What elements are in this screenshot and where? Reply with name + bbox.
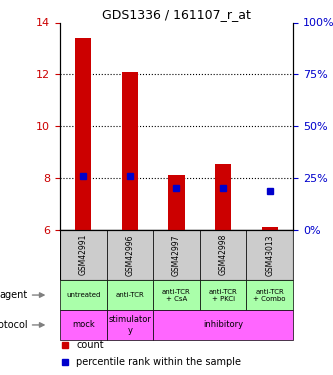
Text: GSM42996: GSM42996 [125,234,135,276]
Bar [107,310,153,340]
Bar [246,230,293,280]
Text: inhibitory: inhibitory [203,321,243,330]
Bar [200,230,246,280]
Bar [107,280,153,310]
Bar [60,310,107,340]
Bar [60,280,107,310]
Title: GDS1336 / 161107_r_at: GDS1336 / 161107_r_at [102,8,251,21]
Text: agent: agent [0,290,27,300]
Bar [122,72,138,230]
Text: stimulator
y: stimulator y [109,315,151,334]
Text: anti-TCR
+ CsA: anti-TCR + CsA [162,288,191,302]
Text: anti-TCR
+ Combo: anti-TCR + Combo [253,288,286,302]
Bar [75,38,91,230]
Bar [168,175,184,230]
Text: untreated: untreated [66,292,101,298]
Text: GSM42991: GSM42991 [79,234,88,276]
Text: anti-TCR: anti-TCR [116,292,144,298]
Text: GSM42998: GSM42998 [218,234,228,276]
Text: protocol: protocol [0,320,27,330]
Text: anti-TCR
+ PKCi: anti-TCR + PKCi [209,288,237,302]
Bar [153,310,293,340]
Text: GSM43013: GSM43013 [265,234,274,276]
Text: percentile rank within the sample: percentile rank within the sample [76,357,241,367]
Text: GSM42997: GSM42997 [172,234,181,276]
Bar [246,280,293,310]
Text: count: count [76,340,104,350]
Bar [107,230,153,280]
Bar [215,164,231,230]
Bar [153,280,200,310]
Bar [153,230,200,280]
Bar [200,280,246,310]
Bar [60,230,107,280]
Bar [262,227,278,230]
Text: mock: mock [72,321,95,330]
